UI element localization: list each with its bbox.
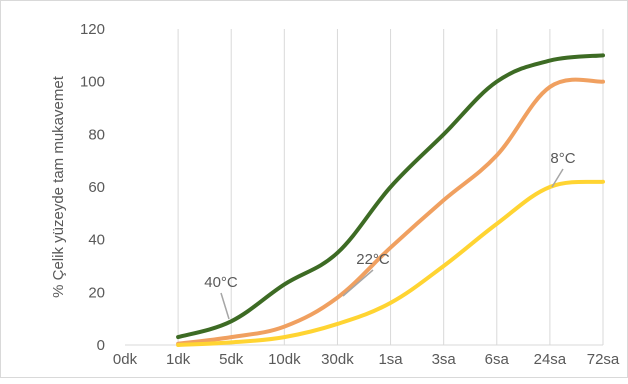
y-axis-label: % Çelik yüzeyde tam mukavemet: [50, 75, 67, 298]
y-tick-label: 0: [97, 337, 105, 354]
annotation-label-22: 22°C: [356, 251, 390, 268]
x-tick-label: 30dk: [321, 351, 354, 368]
series-line-8: [176, 179, 605, 347]
y-tick-label: 80: [88, 126, 105, 143]
annotations: 40°C 22°C 8°C: [204, 150, 576, 320]
x-tick-label: 10dk: [268, 351, 301, 368]
annotation-label-40: 40°C: [204, 274, 238, 291]
x-tick-label: 5dk: [219, 351, 244, 368]
x-tick-label: 0dk: [113, 351, 138, 368]
x-tick-label: 3sa: [432, 351, 457, 368]
y-tick-label: 20: [88, 284, 105, 301]
annotation-leader-22: [342, 269, 374, 297]
annotation-leader-8: [551, 168, 564, 188]
annotation-leader-40: [220, 292, 230, 320]
annotation-label-8: 8°C: [550, 150, 575, 167]
y-tick-label: 120: [80, 21, 105, 38]
x-tick-label: 1sa: [378, 351, 403, 368]
x-tick-label: 6sa: [485, 351, 510, 368]
series-line-22: [176, 77, 605, 346]
axes: 0 20 40 60 80 100 120 0dk 1dk 5dk 10dk 30dk 1sa 3sa 6s…: [80, 21, 620, 368]
x-tick-label: 1dk: [166, 351, 191, 368]
series-line-40: [176, 53, 605, 340]
x-tick-label: 72sa: [587, 351, 620, 368]
y-tick-label: 60: [88, 179, 105, 196]
y-tick-label: 40: [88, 232, 105, 249]
x-tick-label: 24sa: [534, 351, 567, 368]
y-tick-label: 100: [80, 74, 105, 91]
series-lines: [176, 53, 605, 347]
